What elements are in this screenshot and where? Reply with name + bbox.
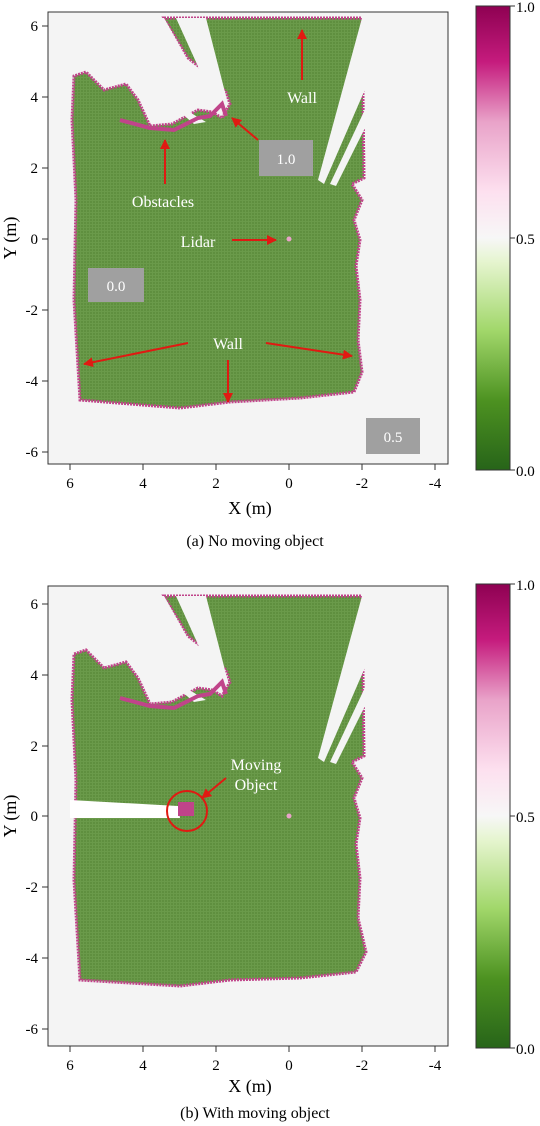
y-tick-b-4: 4 xyxy=(31,668,39,684)
caption-b: (b) With moving object xyxy=(180,1105,330,1122)
arrow-moving-object-b xyxy=(201,777,227,799)
y-tick-a-m4: -4 xyxy=(26,374,39,390)
unknown-beam-b5 xyxy=(330,596,420,764)
y-tick-b-m4: -4 xyxy=(26,951,39,967)
x-tick-b-0: 0 xyxy=(285,1058,293,1074)
y-tick-b-2: 2 xyxy=(31,739,39,755)
annotation-wall-bottom-a: Wall xyxy=(213,336,243,353)
unknown-beam-b4 xyxy=(318,596,396,762)
y-tick-a-4: 4 xyxy=(31,90,39,106)
panel-a: 6 4 2 0 -2 -4 6 4 2 0 -2 -4 -6 X (m) Y (… xyxy=(0,0,535,550)
colorbar-b-max: 1.0 xyxy=(516,578,535,594)
annotation-wall-top-a: Wall xyxy=(287,90,317,107)
y-tick-b-m2: -2 xyxy=(26,880,39,896)
x-tick-a-6: 6 xyxy=(66,476,74,492)
unknown-beam-b2 xyxy=(176,596,228,684)
y-tick-b-m6: -6 xyxy=(26,1022,39,1038)
annotation-moving-b: Moving xyxy=(231,757,282,774)
lidar-marker-b xyxy=(286,813,292,819)
unknown-beam-a5 xyxy=(330,18,420,186)
unknown-beam-b1 xyxy=(122,596,210,682)
x-axis-label-a: X (m) xyxy=(228,498,272,519)
y-tick-a-m2: -2 xyxy=(26,303,39,319)
value-box-0-a-label: 0.0 xyxy=(107,279,126,295)
colorbar-b xyxy=(475,583,511,1049)
value-box-1-a xyxy=(259,140,313,176)
colorbar-a xyxy=(475,5,511,471)
annotation-obstacles-a: Obstacles xyxy=(132,194,194,211)
x-tick-b-4: 4 xyxy=(139,1058,147,1074)
annotation-object-b: Object xyxy=(235,777,278,794)
x-tick-b-6: 6 xyxy=(66,1058,74,1074)
colorbar-b-min: 0.0 xyxy=(516,1042,535,1058)
value-box-05-a xyxy=(366,418,420,454)
unknown-beam-a2 xyxy=(176,18,228,106)
colorbar-b-mid: 0.5 xyxy=(516,810,535,826)
obstacle-cluster-a xyxy=(119,100,228,133)
x-axis-label-b: X (m) xyxy=(228,1076,272,1097)
free-space-map-a xyxy=(70,16,366,410)
arrow-obstacle-a xyxy=(231,117,259,141)
y-tick-b-6: 6 xyxy=(31,597,39,613)
unknown-beam-a3 xyxy=(154,90,206,124)
unknown-beam-a4 xyxy=(318,18,396,184)
x-tick-a-m2: -2 xyxy=(356,476,369,492)
y-axis-a: 6 4 2 0 -2 -4 -6 xyxy=(26,19,48,461)
x-tick-a-2: 2 xyxy=(212,476,220,492)
panel-b: 6 4 2 0 -2 -4 6 4 2 0 -2 -4 -6 X (m) Y (… xyxy=(0,578,535,1122)
obstacle-cluster-b xyxy=(119,678,228,711)
x-axis-a: 6 4 2 0 -2 -4 xyxy=(66,464,442,492)
x-tick-a-0: 0 xyxy=(285,476,293,492)
unknown-beam-b3 xyxy=(154,668,206,702)
value-box-0-a xyxy=(88,268,144,302)
caption-a: (a) No moving object xyxy=(186,533,324,550)
x-tick-b-m4: -4 xyxy=(429,1058,442,1074)
y-axis-b: 6 4 2 0 -2 -4 -6 xyxy=(26,597,48,1038)
value-box-1-a-label: 1.0 xyxy=(277,152,296,168)
x-tick-b-m2: -2 xyxy=(356,1058,369,1074)
moving-object-circle xyxy=(166,790,208,832)
y-tick-a-m6: -6 xyxy=(26,445,39,461)
lidar-marker-a xyxy=(286,236,292,242)
unknown-beam-a1 xyxy=(122,18,210,104)
arrow-wall-left-a xyxy=(83,342,189,368)
x-tick-a-m4: -4 xyxy=(429,476,442,492)
free-space-map-b xyxy=(70,594,368,988)
annotation-lidar-a: Lidar xyxy=(181,234,216,251)
y-tick-a-2: 2 xyxy=(31,161,39,177)
y-axis-label-b: Y (m) xyxy=(0,795,21,838)
arrow-wall-right-a xyxy=(265,342,353,360)
y-tick-a-6: 6 xyxy=(31,19,39,35)
value-box-05-a-label: 0.5 xyxy=(384,430,403,446)
colorbar-a-mid: 0.5 xyxy=(516,232,535,248)
colorbar-a-max: 1.0 xyxy=(516,0,535,16)
occluded-beam-b xyxy=(70,800,180,818)
x-axis-b: 6 4 2 0 -2 -4 xyxy=(66,1046,442,1074)
y-axis-label-a: Y (m) xyxy=(0,217,21,260)
x-tick-a-4: 4 xyxy=(139,476,147,492)
y-tick-b-0: 0 xyxy=(31,809,39,825)
moving-object-blob xyxy=(178,802,194,816)
y-tick-a-0: 0 xyxy=(31,232,39,248)
x-tick-b-2: 2 xyxy=(212,1058,220,1074)
colorbar-a-min: 0.0 xyxy=(516,464,535,480)
